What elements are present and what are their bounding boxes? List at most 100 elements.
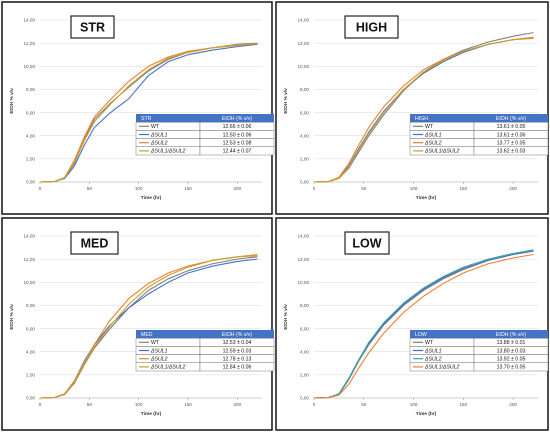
y-tick-label: 14,00 — [24, 234, 36, 239]
legend-cell — [473, 362, 549, 372]
x-tick-label: 50 — [361, 186, 367, 191]
legend-series-name: ΔSUL1/ΔSUL2 — [424, 365, 459, 371]
y-tick-label: 0,00 — [26, 396, 35, 401]
legend-series-value: 13.92 ± 0.05 — [497, 357, 526, 363]
legend-header-label: STR — [141, 116, 152, 122]
y-tick-label: 4,00 — [26, 349, 35, 354]
x-tick-label: 150 — [184, 402, 192, 407]
series-line-WT — [313, 250, 534, 399]
legend-series-name: ΔSUL2 — [424, 141, 442, 147]
legend-series-name: ΔSUL2 — [150, 141, 168, 147]
legend-header-cell — [410, 114, 474, 123]
x-tick-label: 150 — [184, 186, 192, 191]
series-line-ΔSUL2 — [39, 255, 258, 399]
panel-border — [1, 217, 273, 431]
legend-series-value: 13.88 ± 0.01 — [497, 340, 526, 346]
legend-cell — [199, 146, 275, 156]
series-line-ΔSUL2 — [39, 43, 258, 183]
panel-low: 0,00 2,00 4,00 6,00 8,00 10,00 12,00 14,00 0 50 10… — [275, 217, 549, 431]
y-axis-label: EtOH % v/v — [9, 88, 15, 114]
series-line-ΔSUL1/ΔSUL2 — [313, 37, 534, 183]
y-tick-label: 2,00 — [26, 157, 35, 162]
panel-title: MED — [81, 237, 109, 251]
series-line-ΔSUL1/ΔSUL2 — [313, 253, 534, 399]
panel-title: LOW — [352, 237, 381, 251]
legend-header-cell — [200, 330, 274, 339]
y-tick-label: 12,00 — [298, 257, 310, 262]
y-tick-label: 6,00 — [300, 326, 309, 331]
y-tick-label: 12,00 — [24, 41, 36, 46]
legend-series-value: 13.70 ± 0.05 — [497, 365, 526, 371]
y-tick-label: 10,00 — [298, 64, 310, 69]
panel-title-box — [344, 15, 399, 39]
y-tick-label: 12,00 — [24, 257, 36, 262]
series-line-ΔSUL1 — [313, 250, 534, 399]
series-line-ΔSUL1/ΔSUL2 — [39, 253, 258, 399]
panel-border — [275, 1, 549, 215]
legend-series-name: ΔSUL1/ΔSUL2 — [150, 149, 185, 155]
panel-str: 0,00 2,00 4,00 6,00 8,00 10,00 12,00 14,00 0 50 10… — [1, 1, 275, 215]
series-line-ΔSUL2 — [313, 36, 534, 183]
legend-header-label: EtOH (% v/v) — [496, 116, 527, 122]
series-line-ΔSUL2 — [313, 249, 534, 399]
x-axis-label: Time (hr) — [141, 195, 162, 201]
legend-table: STR EtOH (% v/v) WT 12.66 ± 0.06 ΔSUL1 12.50 … — [135, 114, 275, 156]
y-tick-label: 8,00 — [26, 87, 35, 92]
x-tick-label: 200 — [509, 402, 517, 407]
y-axis-label: EtOH % v/v — [9, 304, 15, 330]
legend-series-value: 13.80 ± 0.03 — [497, 348, 526, 354]
y-tick-label: 4,00 — [300, 133, 309, 138]
y-tick-label: 0,00 — [300, 396, 309, 401]
x-tick-label: 200 — [509, 186, 517, 191]
legend-series-value: 13.61 ± 0.05 — [497, 124, 526, 130]
legend-series-value: 13.62 ± 0.03 — [497, 149, 526, 155]
x-tick-label: 100 — [410, 402, 418, 407]
legend-header-cell — [474, 330, 548, 339]
y-tick-label: 2,00 — [300, 373, 309, 378]
legend-table: HIGH EtOH (% v/v) WT 13.61 ± 0.05 ΔSUL1 13.61… — [409, 114, 549, 156]
x-tick-label: 100 — [410, 186, 418, 191]
y-tick-label: 6,00 — [26, 326, 35, 331]
panel-title-box — [70, 15, 115, 39]
y-tick-label: 14,00 — [298, 234, 310, 239]
legend-series-name: ΔSUL2 — [424, 357, 442, 363]
legend-cell — [473, 146, 549, 156]
x-tick-label: 0 — [39, 402, 42, 407]
legend-series-name: ΔSUL2 — [150, 357, 168, 363]
y-tick-label: 0,00 — [26, 180, 35, 185]
series-line-ΔSUL1 — [39, 43, 258, 183]
legend-table: MED EtOH (% v/v) WT 12.53 ± 0.04 ΔSUL1 12.59 … — [135, 330, 275, 372]
panel-title-box — [70, 231, 119, 255]
y-tick-label: 8,00 — [26, 303, 35, 308]
y-axis-label: EtOH % v/v — [283, 88, 289, 114]
legend-header-label: EtOH (% v/v) — [496, 332, 527, 338]
legend-series-name: ΔSUL1 — [150, 348, 168, 354]
x-tick-label: 0 — [39, 186, 42, 191]
x-tick-label: 50 — [87, 186, 93, 191]
x-tick-label: 100 — [135, 186, 143, 191]
legend-cell — [199, 362, 275, 372]
legend-header-cell — [136, 114, 200, 123]
y-tick-label: 10,00 — [24, 280, 36, 285]
y-tick-label: 8,00 — [300, 87, 309, 92]
legend-series-name: WT — [151, 124, 160, 130]
y-tick-label: 6,00 — [26, 110, 35, 115]
y-tick-label: 4,00 — [26, 133, 35, 138]
legend-header-label: EtOH (% v/v) — [222, 332, 253, 338]
y-tick-label: 2,00 — [26, 373, 35, 378]
legend-header-cell — [410, 330, 474, 339]
legend-series-value: 12.50 ± 0.06 — [223, 132, 252, 138]
series-line-ΔSUL1 — [313, 36, 534, 183]
x-tick-label: 200 — [233, 186, 241, 191]
legend-series-value: 12.53 ± 0.08 — [223, 141, 252, 147]
y-tick-label: 14,00 — [298, 18, 310, 23]
x-tick-label: 50 — [361, 402, 367, 407]
legend-header-cell — [200, 114, 274, 123]
panel-med: 0,00 2,00 4,00 6,00 8,00 10,00 12,00 14,00 0 50 10… — [1, 217, 275, 431]
panel-title: STR — [80, 21, 105, 35]
legend-table: LOW EtOH (% v/v) WT 13.88 ± 0.01 ΔSUL1 13.80 … — [409, 330, 549, 372]
x-tick-label: 200 — [233, 402, 241, 407]
panel-title-box — [344, 231, 390, 255]
legend-header-label: EtOH (% v/v) — [222, 116, 253, 122]
